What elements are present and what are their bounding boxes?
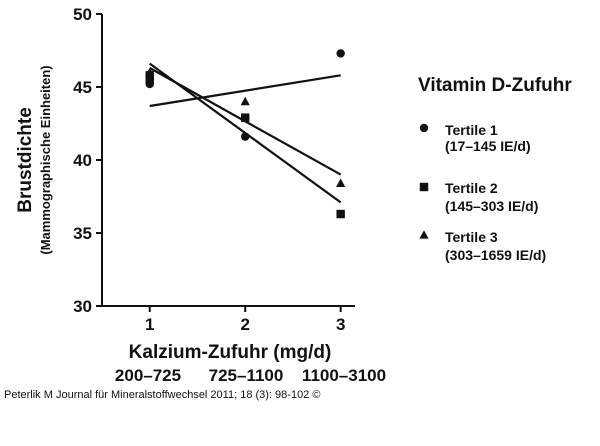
square-legend-icon — [419, 182, 429, 192]
legend-series-name: Tertile 1 — [445, 122, 498, 138]
legend-title: Vitamin D-Zufuhr — [418, 75, 572, 96]
square-data-point — [241, 113, 250, 122]
chart: 30 35 40 45 50 1 2 3 Brustdichte (Mammographis… — [15, 5, 572, 385]
data-points — [145, 49, 346, 219]
square-data-point — [145, 75, 154, 84]
legend-series-name: Tertile 2 — [445, 180, 498, 196]
x-range-label: 1100–3100 — [302, 366, 386, 385]
y-axis-subtitle: (Mammographische Einheiten) — [38, 65, 53, 254]
triangle-data-point — [240, 96, 250, 106]
legend: Tertile 1(17–145 IE/d) Tertile 2 (145–303 … — [419, 122, 546, 263]
y-tick-label: 50 — [73, 5, 92, 24]
circle-legend-icon — [419, 123, 429, 133]
y-axis-title: Brustdichte — [15, 107, 36, 213]
circle-data-point — [241, 132, 250, 141]
triangle-data-point — [145, 67, 155, 76]
y-tick-label: 40 — [73, 151, 92, 170]
y-tick-label: 45 — [73, 78, 92, 97]
legend-series-name: Tertile 3 — [445, 229, 498, 245]
x-tick-label: 1 — [145, 315, 154, 334]
x-range-label: 725–1100 — [209, 366, 284, 385]
triangle-legend-icon — [419, 230, 429, 239]
y-tick-label: 35 — [73, 224, 92, 243]
x-axis-title: Kalzium-Zufuhr (mg/d) — [129, 342, 332, 363]
x-range-labels: 200–725 725–1100 1100–3100 — [115, 366, 386, 385]
legend-series-range: (17–145 IE/d) — [445, 138, 531, 154]
legend-series-range: (145–303 IE/d) — [445, 198, 538, 214]
legend-series-range: (303–1659 IE/d) — [445, 247, 546, 263]
axes — [101, 14, 355, 307]
x-tick-label: 2 — [240, 315, 249, 334]
y-tick-label: 30 — [73, 297, 92, 316]
x-range-label: 200–725 — [115, 366, 181, 385]
triangle-data-point — [336, 178, 346, 187]
x-ticks: 1 2 3 — [145, 306, 345, 334]
circle-data-point — [336, 49, 345, 58]
source-credit: Peterlik M Journal für Mineralstoffwechs… — [4, 389, 321, 401]
x-tick-label: 3 — [336, 315, 345, 334]
y-ticks: 30 35 40 45 50 — [73, 5, 102, 316]
trend-line-tertile-1 — [149, 74, 341, 108]
square-data-point — [336, 209, 345, 219]
